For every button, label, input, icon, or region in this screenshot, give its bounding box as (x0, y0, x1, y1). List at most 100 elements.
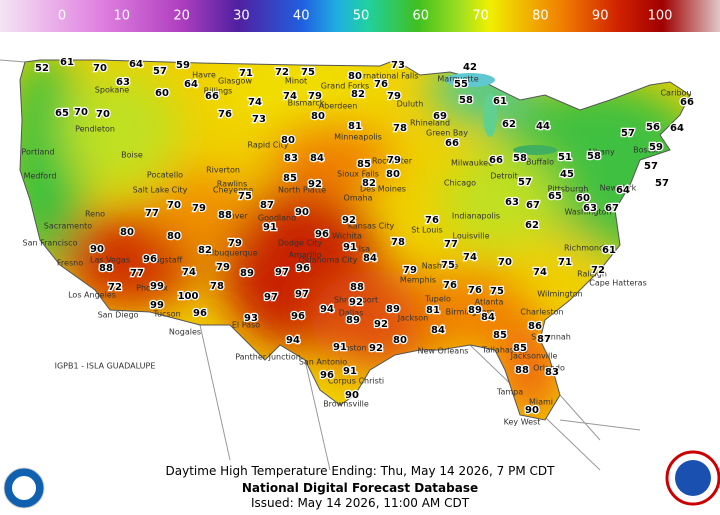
temperature: 74 (182, 267, 196, 278)
temperature: 89 (468, 305, 482, 316)
temperature: 67 (526, 200, 540, 211)
temperature: 76 (468, 285, 482, 296)
temperature: 70 (498, 257, 512, 268)
city-name: Tampa (496, 388, 523, 397)
temperature: 66 (205, 91, 219, 102)
legend-label: 20 (173, 9, 190, 24)
temperature: 77 (145, 208, 159, 219)
city-name: Aberdeen (319, 102, 358, 111)
temperature: 82 (198, 245, 212, 256)
city-name: Rochester (372, 157, 413, 166)
temperature: 79 (308, 91, 322, 102)
temperature: 72 (108, 282, 122, 293)
city-name: San Francisco (23, 239, 78, 248)
temperature: 84 (363, 253, 377, 264)
temperature: 88 (515, 365, 529, 376)
temperature: 60 (155, 88, 169, 99)
city-name: Panther Junction (235, 353, 301, 362)
temperature: 62 (525, 220, 539, 231)
temperature: 90 (525, 405, 539, 416)
temperature: 94 (286, 335, 300, 346)
legend-label: 0 (58, 9, 66, 24)
temperature: 73 (391, 60, 405, 71)
legend-label: 40 (293, 9, 310, 24)
lake (513, 145, 557, 155)
temperature: 64 (129, 59, 143, 70)
temperature: 70 (93, 63, 107, 74)
temperature: 63 (505, 197, 519, 208)
city-name: San Diego (98, 311, 139, 320)
temperature: 85 (283, 173, 297, 184)
legend-label: 80 (532, 9, 549, 24)
temperature: 75 (490, 286, 504, 297)
temperature: 57 (644, 161, 658, 172)
legend-label: 30 (233, 9, 250, 24)
city-name: Rawlins (217, 180, 248, 189)
border-lines (0, 59, 641, 471)
temperature: 70 (167, 200, 181, 211)
city-name: Tallahassee (481, 346, 528, 355)
temperature: 80 (167, 231, 181, 242)
lake (445, 73, 495, 87)
temperature: 63 (583, 203, 597, 214)
temperature: 90 (295, 207, 309, 218)
city-name: Omaha (344, 194, 373, 203)
city-name: New York (600, 184, 637, 193)
legend-label: 10 (114, 9, 131, 24)
temperature: 80 (120, 227, 134, 238)
temperature: 84 (431, 325, 445, 336)
temperature: 96 (296, 263, 310, 274)
temperature: 74 (463, 252, 477, 263)
temperature: 96 (320, 370, 334, 381)
temperature: 75 (441, 260, 455, 271)
city-name: Portland (21, 148, 54, 157)
temperature: 52 (35, 63, 49, 74)
city-name: Albuquerque (206, 249, 257, 258)
temperature: 99 (150, 281, 164, 292)
temperature: 76 (374, 79, 388, 90)
city-name: Nogales (169, 328, 201, 337)
city-name: Duluth (397, 100, 424, 109)
temperature: 58 (459, 95, 473, 106)
temperature: 64 (616, 185, 630, 196)
temperature: 78 (393, 123, 407, 134)
temperature: 77 (130, 268, 144, 279)
temperature: 62 (502, 119, 516, 130)
temperature: 58 (513, 153, 527, 164)
temperature: 77 (444, 239, 458, 250)
temperature: 86 (528, 321, 542, 332)
temperature: 58 (587, 151, 601, 162)
city-name: Minneapolis (334, 133, 382, 142)
temperature: 91 (343, 242, 357, 253)
city-name: Jackson (397, 314, 428, 323)
city-name: Caribou (660, 89, 691, 98)
temperature: 72 (591, 265, 605, 276)
temperature: 79 (192, 203, 206, 214)
temperature: 59 (176, 60, 190, 71)
city-name: Pocatello (147, 171, 183, 180)
temperature: 87 (260, 200, 274, 211)
city-name: Jacksonville (510, 352, 558, 361)
temperature: 57 (655, 178, 669, 189)
temperature: 89 (346, 315, 360, 326)
temperature: 79 (387, 91, 401, 102)
temperature: 76 (218, 109, 232, 120)
temperature: 84 (481, 312, 495, 323)
temperature: 64 (184, 79, 198, 90)
temperature: 82 (351, 89, 365, 100)
temperature: 80 (393, 335, 407, 346)
city-name: Brownsville (323, 400, 369, 409)
temperature: 76 (443, 280, 457, 291)
temperature: 70 (74, 107, 88, 118)
temperature: 57 (518, 177, 532, 188)
temperature: 73 (252, 114, 266, 125)
temperature: 90 (345, 390, 359, 401)
city-name: Havre (192, 71, 216, 80)
city-name: Minot (285, 77, 307, 86)
temperature: 90 (90, 244, 104, 255)
temperature: 81 (348, 121, 362, 132)
temperature: 97 (275, 267, 289, 278)
temperature: 79 (403, 265, 417, 276)
city-name: Phoenix (136, 284, 168, 293)
